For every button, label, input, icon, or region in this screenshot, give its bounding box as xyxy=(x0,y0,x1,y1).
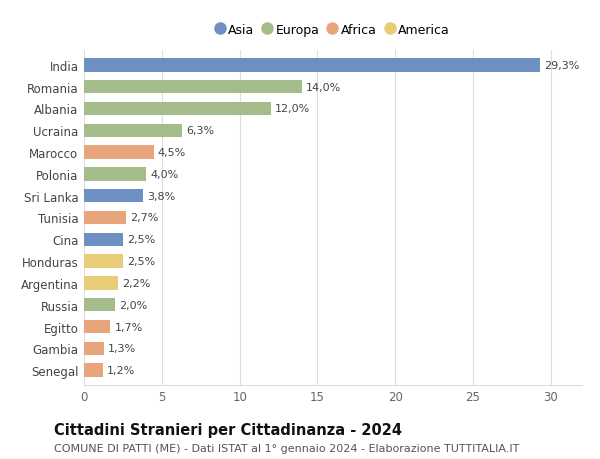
Text: 1,7%: 1,7% xyxy=(115,322,143,332)
Bar xyxy=(84,168,146,181)
Bar xyxy=(84,81,302,94)
Bar xyxy=(84,255,123,268)
Bar xyxy=(84,277,118,290)
Text: 4,0%: 4,0% xyxy=(150,169,178,179)
Bar xyxy=(84,233,123,246)
Bar xyxy=(84,342,104,355)
Text: 1,2%: 1,2% xyxy=(107,365,135,375)
Text: 3,8%: 3,8% xyxy=(147,191,175,201)
Bar xyxy=(84,124,182,138)
Bar xyxy=(84,102,271,116)
Text: Cittadini Stranieri per Cittadinanza - 2024: Cittadini Stranieri per Cittadinanza - 2… xyxy=(54,422,402,437)
Text: 2,5%: 2,5% xyxy=(127,257,155,267)
Text: 2,7%: 2,7% xyxy=(130,213,158,223)
Bar xyxy=(84,59,540,73)
Bar xyxy=(84,364,103,377)
Bar xyxy=(84,146,154,159)
Bar xyxy=(84,320,110,334)
Text: 1,3%: 1,3% xyxy=(108,344,136,353)
Text: 29,3%: 29,3% xyxy=(544,61,579,71)
Text: 14,0%: 14,0% xyxy=(306,83,341,92)
Text: 2,5%: 2,5% xyxy=(127,235,155,245)
Bar xyxy=(84,211,126,225)
Text: 4,5%: 4,5% xyxy=(158,148,186,158)
Text: 12,0%: 12,0% xyxy=(275,104,310,114)
Legend: Asia, Europa, Africa, America: Asia, Europa, Africa, America xyxy=(213,20,453,40)
Text: 2,2%: 2,2% xyxy=(122,278,151,288)
Bar xyxy=(84,298,115,312)
Text: 2,0%: 2,0% xyxy=(119,300,147,310)
Text: COMUNE DI PATTI (ME) - Dati ISTAT al 1° gennaio 2024 - Elaborazione TUTTITALIA.I: COMUNE DI PATTI (ME) - Dati ISTAT al 1° … xyxy=(54,443,520,453)
Text: 6,3%: 6,3% xyxy=(186,126,214,136)
Bar xyxy=(84,190,143,203)
